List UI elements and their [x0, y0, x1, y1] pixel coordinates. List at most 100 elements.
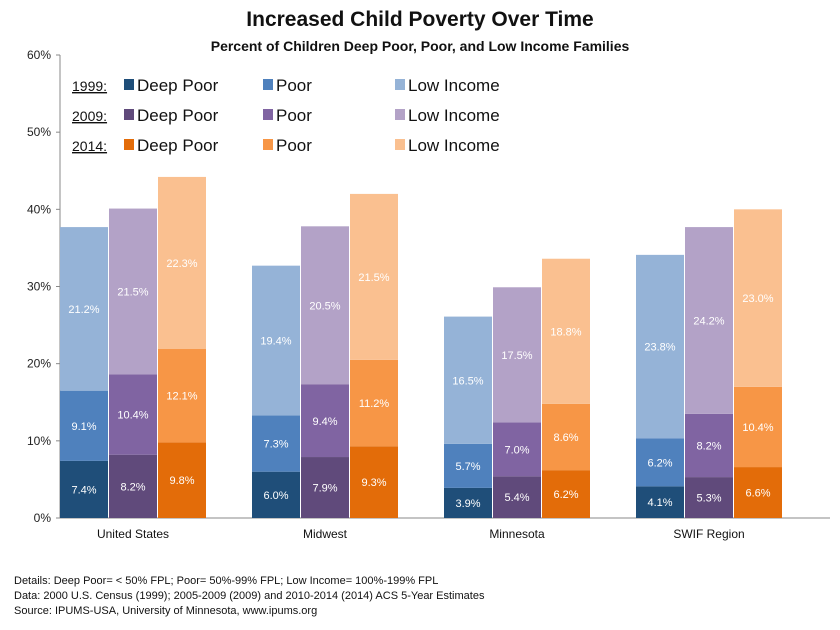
data-label: 23.8% [644, 342, 675, 354]
y-tick-label: 60% [27, 48, 51, 62]
data-label: 21.2% [68, 304, 99, 316]
data-label: 23.0% [742, 293, 773, 305]
bar-1999-poor [444, 443, 492, 488]
data-label: 20.5% [309, 300, 340, 312]
legend-label-low-income: Low Income [408, 106, 500, 125]
legend-year-label: 1999: [72, 78, 107, 94]
data-label: 3.9% [455, 498, 480, 510]
bar-1999-low-income [444, 316, 492, 444]
bar-2009-poor [685, 413, 733, 478]
bar-1999-deep-poor [60, 460, 108, 518]
footnotes: Details: Deep Poor= < 50% FPL; Poor= 50%… [14, 574, 484, 619]
data-label: 5.4% [504, 492, 529, 504]
data-label: 6.0% [263, 490, 288, 502]
bar-1999-poor [60, 390, 108, 461]
data-label: 24.2% [693, 315, 724, 327]
y-tick-label: 20% [27, 357, 51, 371]
y-tick-label: 50% [27, 125, 51, 139]
bar-2014-low-income [158, 176, 206, 350]
y-tick-label: 40% [27, 202, 51, 216]
data-label: 18.8% [550, 326, 581, 338]
legend-swatch-poor [263, 79, 273, 90]
bar-2009-low-income [493, 287, 541, 423]
data-label: 16.5% [452, 375, 483, 387]
y-tick-label: 0% [34, 511, 52, 525]
data-label: 6.2% [553, 489, 578, 501]
bar-2014-low-income [350, 193, 398, 360]
bar-1999-low-income [60, 227, 108, 391]
footnote-source: Source: IPUMS-USA, University of Minneso… [14, 605, 318, 617]
data-label: 8.2% [696, 440, 721, 452]
bar-2014-low-income [542, 258, 590, 404]
x-tick-label: Minnesota [489, 527, 545, 541]
data-label: 10.4% [117, 410, 148, 422]
legend-label-poor: Poor [276, 136, 312, 155]
legend-label-poor: Poor [276, 106, 312, 125]
legend-label-low-income: Low Income [408, 76, 500, 95]
data-label: 22.3% [166, 258, 197, 270]
legend-swatch-deep-poor [124, 79, 134, 90]
bar-2009-deep-poor [109, 454, 157, 518]
legend-swatch-low-income [395, 139, 405, 150]
bar-2014-low-income [734, 209, 782, 387]
data-label: 17.5% [501, 350, 532, 362]
bar-1999-deep-poor [444, 487, 492, 518]
chart-title: Increased Child Poverty Over Time [246, 8, 594, 31]
bar-2009-deep-poor [301, 457, 349, 518]
data-label: 6.2% [647, 457, 672, 469]
x-tick-label: United States [97, 527, 169, 541]
legend-label-deep-poor: Deep Poor [137, 136, 219, 155]
footnote-data: Data: 2000 U.S. Census (1999); 2005-2009… [14, 590, 485, 602]
legend-label-low-income: Low Income [408, 136, 500, 155]
legend-year-label: 2014: [72, 138, 107, 154]
bar-1999-deep-poor [636, 486, 684, 518]
legend-label-poor: Poor [276, 76, 312, 95]
legend-swatch-poor [263, 109, 273, 120]
data-label: 11.2% [359, 398, 390, 410]
legend-label-deep-poor: Deep Poor [137, 106, 219, 125]
x-tick-label: SWIF Region [673, 527, 744, 541]
data-label: 7.4% [71, 484, 96, 496]
data-label: 8.6% [553, 432, 578, 444]
bar-2014-poor [158, 349, 206, 443]
chart: 0% 10% 20% 30% 40% 50% 60% 7.4% 9.1% 21.2% 8.2% 10.… [27, 48, 830, 541]
bar-2014-deep-poor [158, 442, 206, 518]
data-label: 21.5% [117, 287, 148, 299]
x-tick-label: Midwest [303, 527, 348, 541]
data-label: 4.1% [647, 497, 672, 509]
y-tick-label: 10% [27, 434, 51, 448]
bar-2009-poor [493, 422, 541, 477]
legend-swatch-low-income [395, 109, 405, 120]
legend-label-deep-poor: Deep Poor [137, 76, 219, 95]
bar-1999-low-income [252, 265, 300, 416]
bar-2009-poor [109, 374, 157, 455]
data-label: 8.2% [120, 481, 145, 493]
chart-subtitle: Percent of Children Deep Poor, Poor, and… [210, 38, 630, 54]
legend-swatch-poor [263, 139, 273, 150]
data-label: 9.8% [169, 475, 194, 487]
data-label: 21.5% [358, 272, 389, 284]
bar-2009-low-income [301, 226, 349, 385]
bar-2009-low-income [685, 227, 733, 414]
footnote-details: Details: Deep Poor= < 50% FPL; Poor= 50%… [14, 575, 439, 587]
bar-1999-poor [636, 438, 684, 487]
data-label: 7.9% [312, 483, 337, 495]
bar-1999-deep-poor [252, 471, 300, 518]
data-label: 12.1% [166, 391, 197, 403]
data-label: 5.7% [455, 461, 480, 473]
legend-year-label: 2009: [72, 108, 107, 124]
bar-1999-poor [252, 415, 300, 472]
data-label: 6.6% [745, 488, 770, 500]
data-label: 7.0% [504, 444, 529, 456]
data-label: 19.4% [260, 336, 291, 348]
bar-2014-deep-poor [734, 467, 782, 518]
legend-swatch-deep-poor [124, 109, 134, 120]
data-label: 7.3% [263, 439, 288, 451]
bar-2009-low-income [109, 208, 157, 375]
bar-2014-poor [350, 359, 398, 447]
bar-1999-low-income [636, 254, 684, 439]
bar-2009-deep-poor [685, 477, 733, 518]
bar-2009-poor [301, 384, 349, 458]
legend-swatch-low-income [395, 79, 405, 90]
data-label: 9.1% [71, 421, 96, 433]
